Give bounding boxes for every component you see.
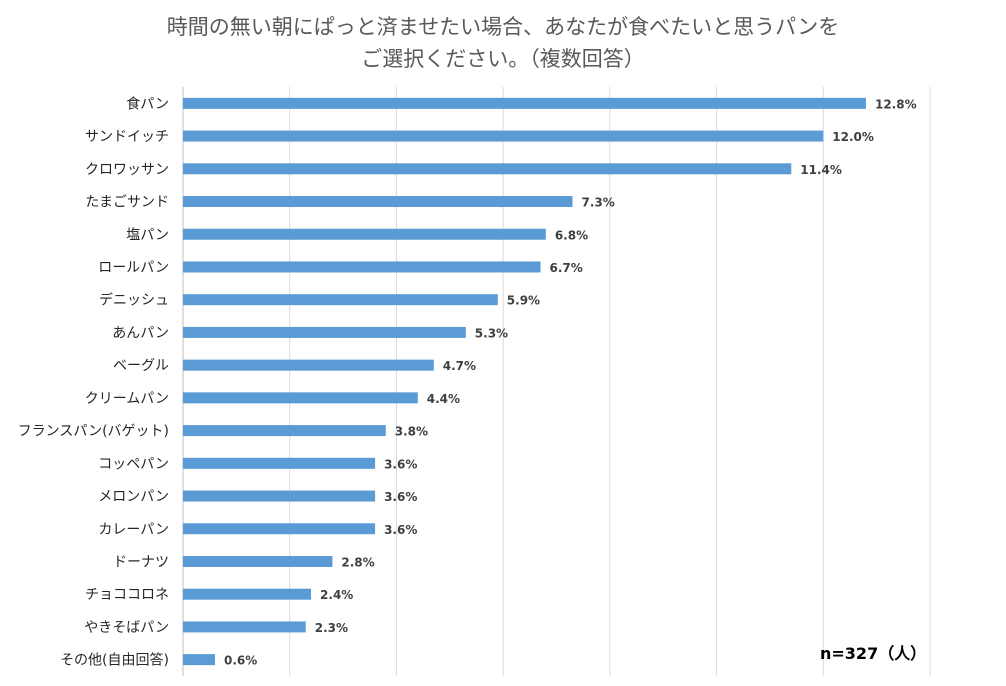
value-label: 7.3% — [582, 196, 615, 210]
bar — [183, 457, 376, 469]
value-label: 2.4% — [320, 588, 353, 602]
bar — [183, 654, 216, 666]
value-labels: 12.8% 12.0% 11.4% 7.3% 6.8% 6.7% 5.9% 5.3% 4.7% 4… — [224, 97, 917, 667]
category-label: サンドイッチ — [85, 129, 169, 145]
category-label: カレーパン — [98, 522, 169, 538]
bar — [183, 555, 333, 567]
bar — [183, 196, 573, 208]
value-label: 6.7% — [549, 261, 582, 275]
bar — [183, 97, 866, 109]
value-label: 3.6% — [384, 457, 417, 471]
bar — [183, 261, 541, 273]
bar — [183, 588, 312, 600]
value-label: 12.0% — [832, 130, 874, 144]
bar — [183, 621, 306, 633]
value-label: 2.3% — [315, 621, 348, 635]
value-label: 3.6% — [384, 490, 417, 504]
bar — [183, 163, 792, 175]
gridlines — [182, 87, 931, 676]
chart-title-line1: 時間の無い朝にぱっと済ませたい場合、あなたが食べたいと思うパンを — [166, 15, 840, 39]
category-label: 食パン — [126, 95, 169, 112]
value-label: 12.8% — [875, 97, 917, 111]
category-label: ドーナツ — [113, 554, 169, 570]
value-label: 6.8% — [555, 228, 588, 242]
bar — [183, 130, 824, 142]
bar — [183, 523, 376, 535]
category-labels: 食パンサンドイッチクロワッサンたまごサンド塩パンロールパンデニッシュあんパンベー… — [18, 95, 169, 668]
category-label: 塩パン — [126, 227, 169, 243]
bar — [183, 294, 498, 306]
value-label: 4.7% — [443, 359, 476, 373]
bars — [183, 97, 866, 666]
value-label: 5.9% — [507, 294, 540, 308]
category-label: ベーグル — [113, 358, 169, 374]
sample-size-note: n=327（人） — [820, 644, 927, 663]
value-label: 4.4% — [427, 392, 460, 406]
category-label: ロールパン — [98, 260, 169, 276]
category-label: たまごサンド — [85, 195, 169, 211]
category-label: クリームパン — [85, 391, 169, 407]
bar — [183, 359, 434, 371]
bar — [183, 326, 466, 338]
chart-title-line2: ご選択ください。（複数回答） — [361, 47, 645, 71]
category-label: あんパン — [112, 325, 169, 341]
value-label: 0.6% — [224, 654, 257, 668]
bar — [183, 490, 376, 502]
value-label: 5.3% — [475, 326, 508, 340]
category-label: クロワッサン — [85, 162, 169, 178]
value-label: 2.8% — [341, 555, 374, 569]
value-label: 3.8% — [395, 425, 428, 439]
category-label: チョココロネ — [85, 587, 169, 603]
category-label: その他(自由回答) — [60, 652, 169, 669]
value-label: 3.6% — [384, 523, 417, 537]
bar — [183, 392, 418, 404]
bar — [183, 228, 546, 240]
bar — [183, 425, 386, 437]
category-label: やきそばパン — [84, 620, 169, 636]
category-label: メロンパン — [98, 489, 169, 505]
category-label: コッペパン — [98, 456, 169, 472]
value-label: 11.4% — [800, 163, 842, 177]
category-label: フランスパン(バゲット) — [18, 424, 169, 440]
category-label: デニッシュ — [99, 292, 169, 309]
